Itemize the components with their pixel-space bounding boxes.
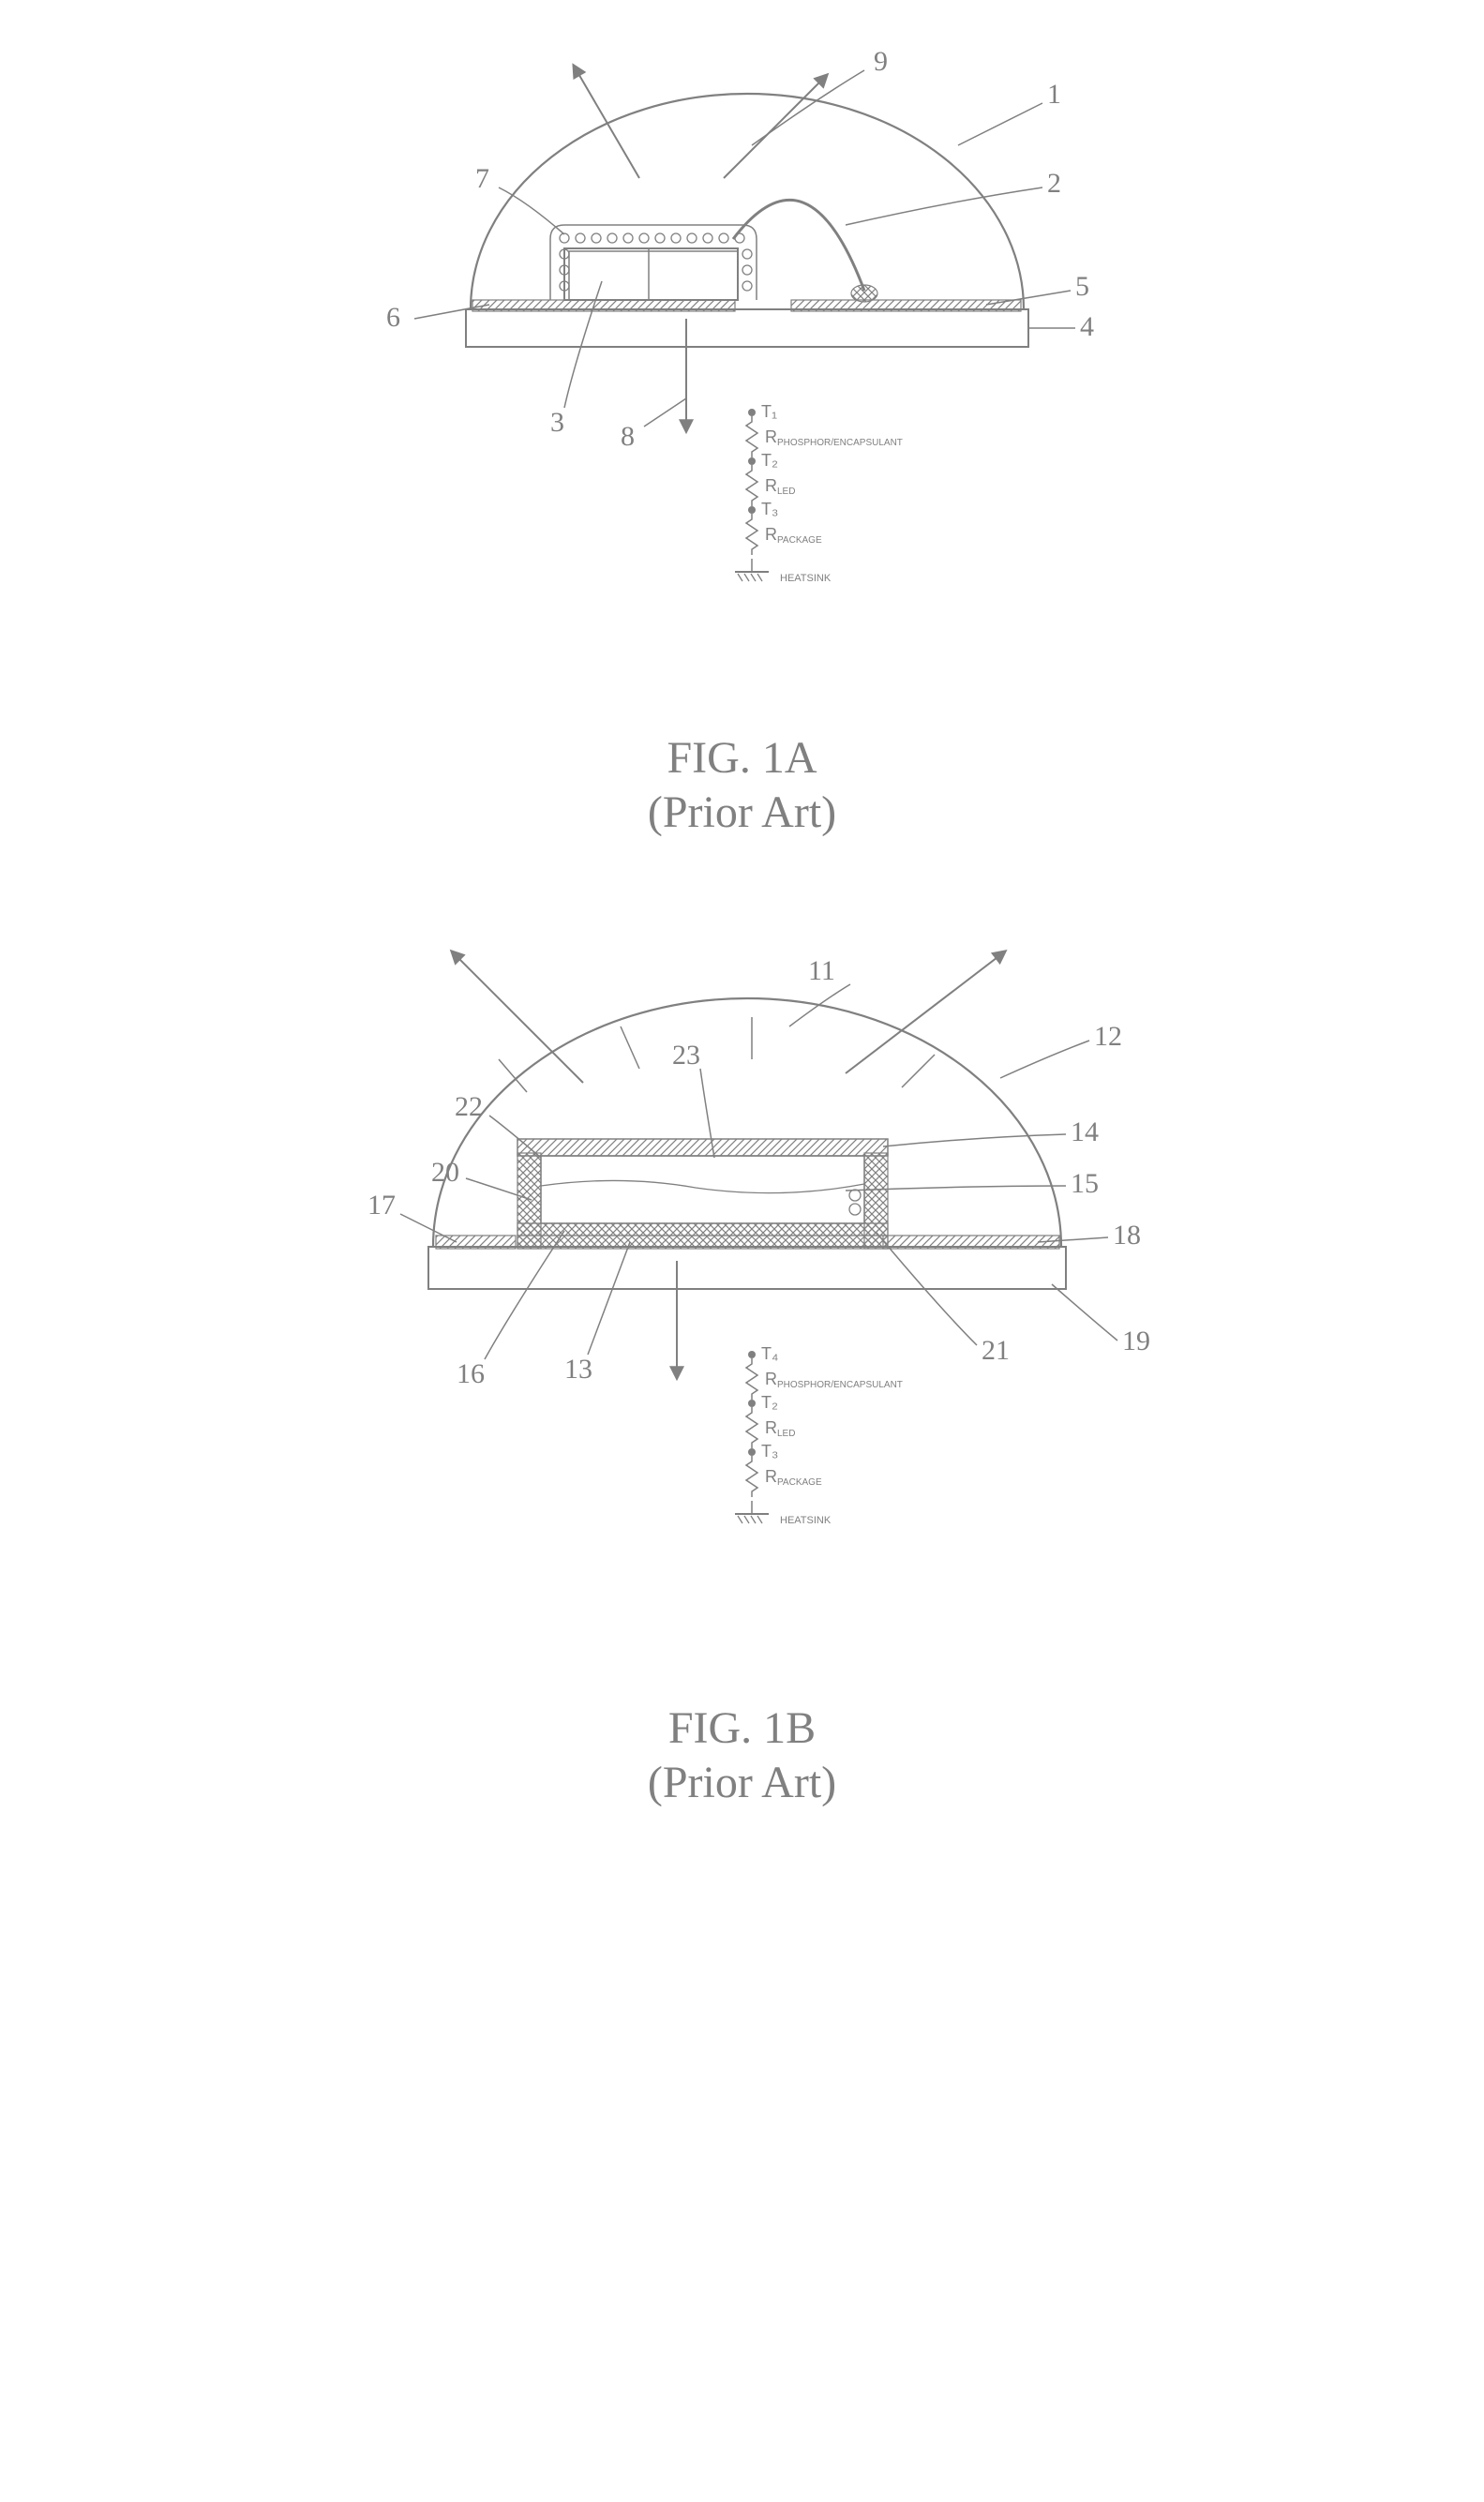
figure-1a-svg: 1 2 5 4 6 7 3 8 9 (227, 37, 1258, 712)
svg-text:T₃: T₃ (761, 500, 778, 518)
pad-left (472, 300, 735, 311)
svg-text:RPHOSPHOR/ENCAPSULANT: RPHOSPHOR/ENCAPSULANT (765, 1370, 903, 1390)
svg-text:22: 22 (455, 1091, 483, 1122)
figure-1a-caption: FIG. 1A (Prior Art) (648, 731, 836, 839)
caption-line2-b: (Prior Art) (648, 1758, 836, 1807)
svg-text:1: 1 (1047, 79, 1061, 110)
svg-text:5: 5 (1075, 271, 1089, 302)
svg-text:T₁: T₁ (761, 402, 777, 421)
figure-1b-svg: 11 12 14 15 18 19 21 13 16 (227, 914, 1258, 1683)
svg-text:HEATSINK: HEATSINK (780, 573, 832, 584)
svg-text:21: 21 (982, 1335, 1010, 1366)
bottom-layer-1 (517, 1223, 888, 1236)
svg-text:T₂: T₂ (761, 1393, 778, 1412)
light-ray-b2 (846, 951, 1005, 1073)
svg-text:20: 20 (431, 1157, 459, 1188)
svg-text:23: 23 (672, 1040, 700, 1071)
light-ray-2 (724, 75, 827, 178)
svg-text:4: 4 (1080, 311, 1094, 342)
svg-text:12: 12 (1094, 1021, 1122, 1052)
svg-text:9: 9 (874, 46, 888, 77)
thermal-stack-a: T₁ RPHOSPHOR/ENCAPSULANT T₂ RLED T₃ RPAC… (735, 402, 903, 584)
svg-text:18: 18 (1113, 1220, 1141, 1251)
phosphor-border (550, 225, 757, 300)
top-plate (517, 1139, 888, 1156)
solder-bumps (849, 1190, 861, 1215)
svg-text:T₄: T₄ (761, 1344, 778, 1363)
phosphor-dots (560, 233, 752, 291)
svg-text:15: 15 (1071, 1168, 1099, 1199)
bottom-layer-2 (517, 1236, 888, 1249)
pad-right-b (883, 1236, 1059, 1249)
svg-text:RLED: RLED (765, 476, 795, 497)
ref-labels-a: 1 2 5 4 6 7 3 8 9 (386, 46, 1094, 452)
svg-text:RPACKAGE: RPACKAGE (765, 525, 822, 546)
svg-text:T₃: T₃ (761, 1442, 778, 1461)
figure-1a-container: 1 2 5 4 6 7 3 8 9 (37, 37, 1447, 839)
wire-bond (733, 200, 864, 291)
svg-text:2: 2 (1047, 168, 1061, 199)
svg-text:HEATSINK: HEATSINK (780, 1515, 832, 1526)
figure-1b-caption: FIG. 1B (Prior Art) (648, 1701, 836, 1809)
svg-text:RPACKAGE: RPACKAGE (765, 1467, 822, 1488)
svg-text:RLED: RLED (765, 1418, 795, 1439)
svg-text:11: 11 (808, 955, 835, 986)
chip-region (541, 1156, 864, 1223)
caption-line2: (Prior Art) (648, 787, 836, 837)
light-ray-b1 (452, 951, 583, 1083)
svg-text:19: 19 (1122, 1326, 1150, 1356)
ref-labels-b: 11 12 14 15 18 19 21 13 16 (367, 955, 1150, 1389)
svg-text:3: 3 (550, 407, 564, 438)
svg-text:T₂: T₂ (761, 451, 778, 470)
pad-right (791, 300, 1021, 311)
led-chip (564, 248, 738, 300)
svg-text:17: 17 (367, 1190, 396, 1221)
svg-text:RPHOSPHOR/ENCAPSULANT: RPHOSPHOR/ENCAPSULANT (765, 427, 903, 448)
svg-text:7: 7 (475, 163, 489, 194)
svg-text:14: 14 (1071, 1116, 1099, 1147)
substrate (466, 309, 1028, 347)
light-ray-1 (574, 66, 639, 178)
svg-text:16: 16 (457, 1358, 485, 1389)
caption-line1: FIG. 1A (667, 733, 817, 783)
svg-text:6: 6 (386, 302, 400, 333)
substrate-b (428, 1247, 1066, 1289)
svg-text:8: 8 (621, 421, 635, 452)
svg-text:13: 13 (564, 1354, 592, 1385)
figure-1b-container: 11 12 14 15 18 19 21 13 16 (37, 914, 1447, 1809)
dome-outline (471, 94, 1024, 309)
thermal-stack-b: T₄ RPHOSPHOR/ENCAPSULANT T₂ RLED T₃ RPAC… (735, 1344, 903, 1526)
caption-line1-b: FIG. 1B (668, 1703, 816, 1753)
wirebond-pad (851, 285, 877, 302)
